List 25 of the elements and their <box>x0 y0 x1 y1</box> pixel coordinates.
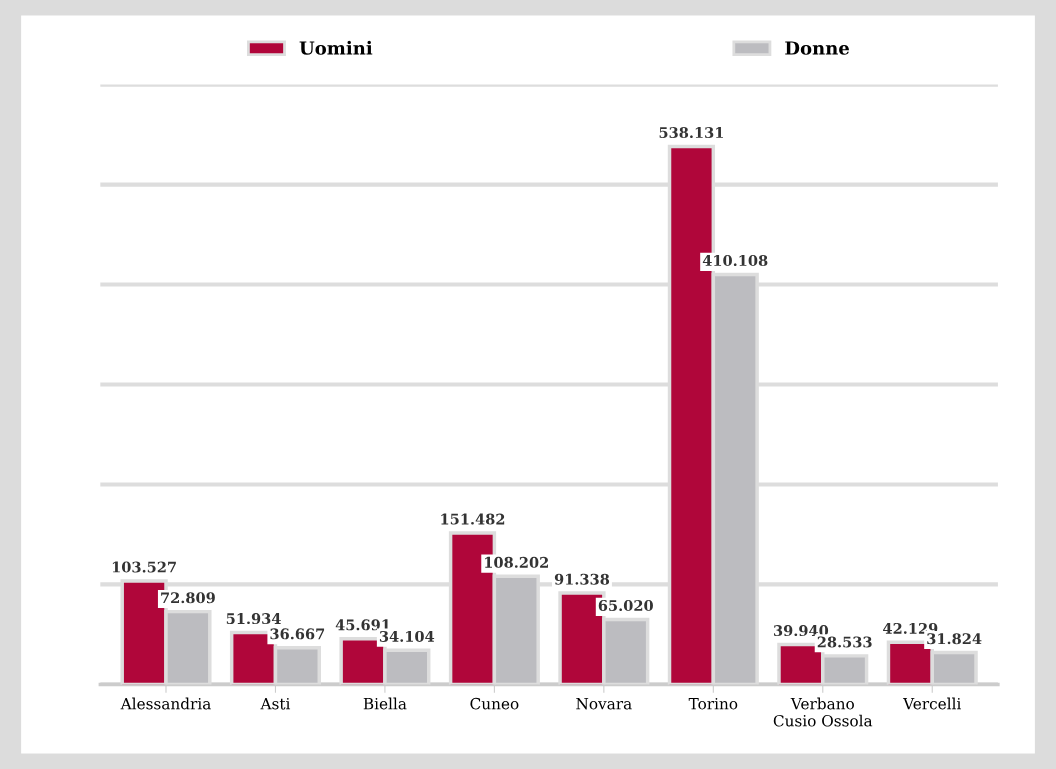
data-label: 51.934 <box>226 613 281 625</box>
data-label: 72.809 <box>161 592 215 604</box>
data-label: 28.533 <box>817 636 872 648</box>
x-tick-label: Biella <box>363 697 407 710</box>
data-label: 39.940 <box>774 625 829 637</box>
data-label: 36.667 <box>270 628 325 640</box>
data-label: 151.482 <box>441 513 505 525</box>
data-label: 45.691 <box>335 619 390 631</box>
legend-label: Donne <box>785 41 849 55</box>
data-label: 65.020 <box>598 600 653 612</box>
data-label: 108.202 <box>485 556 548 568</box>
x-tick-label: Novara <box>576 698 632 710</box>
data-label: 103.527 <box>112 561 176 573</box>
data-label: 31.824 <box>927 633 982 645</box>
x-tick-label: Cuneo <box>470 697 519 710</box>
x-tick-label: Vercelli <box>902 697 962 710</box>
data-label: 91.338 <box>554 573 610 585</box>
legend-label: Uomini <box>299 40 373 55</box>
x-tick-label: Alessandria <box>120 697 211 710</box>
x-tick-label: Verbano Cusio Ossola <box>773 697 873 727</box>
x-tick-label: Asti <box>260 697 291 710</box>
x-tick-label: Torino <box>688 697 738 710</box>
data-label: 538.131 <box>659 127 723 139</box>
data-label: 34.104 <box>379 630 435 642</box>
data-label: 410.108 <box>702 255 768 267</box>
